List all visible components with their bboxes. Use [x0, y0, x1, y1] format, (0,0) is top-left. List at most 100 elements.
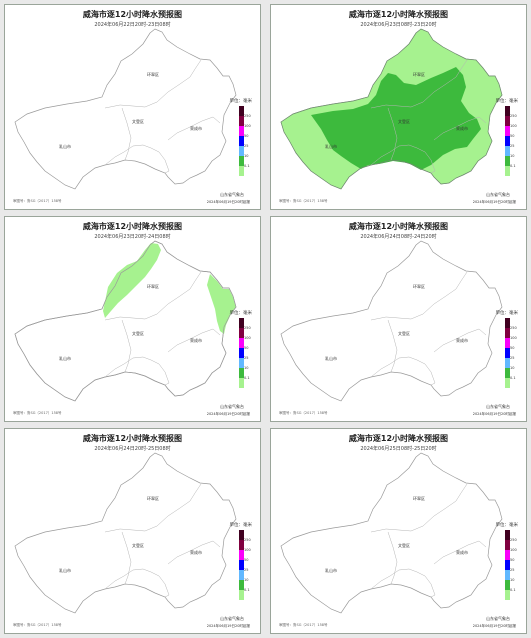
legend-unit: 单位：毫米: [495, 99, 519, 104]
legend-color-swatch: [239, 560, 244, 570]
district-boundary: [387, 319, 398, 373]
rain-area-light: [207, 274, 236, 334]
panel-title: 威海市逐12小时降水预报图: [348, 222, 449, 231]
legend-tick-label: 25: [244, 568, 249, 572]
publisher: 山东省气象台: [486, 404, 510, 409]
publisher: 山东省气象台: [486, 616, 510, 621]
city-map: [14, 452, 237, 614]
place-label-north: 环翠区: [413, 284, 425, 289]
district-boundary: [104, 568, 170, 598]
panel-time-range: 2024年06月23日08时-23日20时: [360, 22, 437, 28]
legend-color-swatch: [505, 570, 510, 580]
city-map: [280, 452, 503, 614]
legend-color-swatch: [505, 328, 510, 338]
place-label-center: 文登区: [398, 331, 410, 336]
city-map: [280, 28, 503, 190]
legend-unit: 单位：毫米: [495, 311, 519, 316]
legend-color-swatch: [505, 126, 510, 136]
legend-color-swatch: [239, 156, 244, 166]
legend-tick-label: 50: [244, 346, 249, 350]
legend-color-swatch: [239, 166, 244, 176]
legend-tick-label: 25: [244, 144, 249, 148]
issued-time: 2024年06月19日20时起报: [206, 412, 250, 416]
legend-color-swatch: [505, 348, 510, 358]
publisher: 山东省气象台: [220, 404, 244, 409]
legend-color-swatch: [505, 318, 510, 328]
panel-title: 威海市逐12小时降水预报图: [82, 222, 183, 231]
legend-color-swatch: [239, 116, 244, 126]
legend-tick-label: 50: [510, 346, 515, 350]
legend-color-swatch: [239, 378, 244, 388]
legend-colorbar: [505, 106, 510, 176]
place-label-east: 荣成市: [190, 126, 202, 131]
panel-title: 威海市逐12小时降水预报图: [82, 10, 183, 19]
panel-title: 威海市逐12小时降水预报图: [348, 10, 449, 19]
legend-unit: 单位：毫米: [229, 311, 253, 316]
legend-tick-label: 10: [244, 366, 249, 370]
panel-time-range: 2024年06月24日20时-25日08时: [94, 446, 171, 452]
place-label-center: 文登区: [398, 543, 410, 548]
place-label-west: 乳山市: [325, 144, 337, 149]
panel-title: 威海市逐12小时降水预报图: [82, 434, 183, 443]
place-label-north: 环翠区: [413, 72, 425, 77]
issued-time: 2024年06月19日20时起报: [472, 200, 516, 204]
district-boundary: [104, 59, 202, 109]
legend-color-swatch: [239, 530, 244, 540]
forecast-panel-1: 威海市逐12小时降水预报图 2024年06月22日20时-23日08时 环翠区 …: [4, 4, 261, 210]
publisher: 山东省气象台: [486, 192, 510, 197]
place-label-center: 文登区: [132, 543, 144, 548]
city-map: [280, 240, 503, 402]
district-boundary: [433, 540, 487, 565]
forecast-panel-4: 威海市逐12小时降水预报图 2024年06月24日08时-24日20时 环翠区 …: [270, 216, 527, 422]
legend-color-swatch: [505, 338, 510, 348]
place-label-east: 荣成市: [190, 338, 202, 343]
legend-tick-label: 250: [244, 538, 251, 542]
legend-tick-label: 50: [244, 558, 249, 562]
legend-tick-label: 100: [244, 336, 251, 340]
footnote: 审图号：鲁SG（2017）158号: [13, 623, 62, 627]
legend-color-swatch: [505, 358, 510, 368]
legend-color-swatch: [239, 368, 244, 378]
legend-colorbar: [505, 530, 510, 600]
forecast-panel-2: 威海市逐12小时降水预报图 2024年06月23日08时-23日20时 环翠区 …: [270, 4, 527, 210]
legend-tick-label: 0.1: [244, 376, 250, 380]
place-label-center: 文登区: [132, 119, 144, 124]
city-map: [14, 240, 237, 402]
issued-time: 2024年06月19日20时起报: [472, 624, 516, 628]
legend-ticks: 0.1 10 25 50 100 250: [244, 318, 252, 388]
forecast-panel-5: 威海市逐12小时降水预报图 2024年06月24日20时-25日08时 环翠区 …: [4, 428, 261, 634]
panel-time-range: 2024年06月25日08时-25日20时: [360, 446, 437, 452]
legend-color-swatch: [239, 136, 244, 146]
legend-ticks: 0.1 10 25 50 100 250: [510, 106, 518, 176]
legend-color-swatch: [505, 156, 510, 166]
city-outline: [14, 28, 237, 190]
legend-ticks: 0.1 10 25 50 100 250: [510, 318, 518, 388]
footnote: 审图号：鲁SG（2017）158号: [13, 411, 62, 415]
district-boundary: [104, 483, 202, 533]
legend-color-swatch: [239, 540, 244, 550]
panel-time-range: 2024年06月23日20时-24日08时: [94, 234, 171, 240]
legend-ticks: 0.1 10 25 50 100 250: [244, 106, 252, 176]
legend-color-swatch: [505, 540, 510, 550]
district-boundary: [121, 319, 132, 373]
place-label-north: 环翠区: [413, 496, 425, 501]
place-label-west: 乳山市: [59, 568, 71, 573]
district-boundary: [370, 568, 436, 598]
footnote: 审图号：鲁SG（2017）158号: [279, 411, 328, 415]
district-boundary: [167, 116, 221, 141]
district-boundary: [387, 107, 398, 161]
legend-tick-label: 250: [510, 326, 517, 330]
legend-tick-label: 25: [510, 144, 515, 148]
footnote: 审图号：鲁SG（2017）158号: [13, 199, 62, 203]
place-label-west: 乳山市: [325, 356, 337, 361]
forecast-map-grid: 威海市逐12小时降水预报图 2024年06月22日20时-23日08时 环翠区 …: [4, 4, 527, 634]
legend-colorbar: [239, 530, 244, 600]
city-outline: [280, 452, 503, 614]
district-boundary: [167, 540, 221, 565]
place-label-east: 荣成市: [456, 126, 468, 131]
legend-color-swatch: [505, 530, 510, 540]
city-outline: [14, 452, 237, 614]
place-label-north: 环翠区: [147, 284, 159, 289]
legend-color-swatch: [505, 560, 510, 570]
legend-tick-label: 0.1: [244, 588, 250, 592]
